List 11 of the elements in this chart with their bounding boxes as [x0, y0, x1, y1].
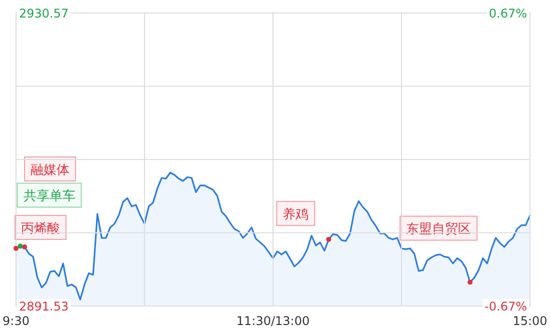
- y2-tick-label: 0.67%: [488, 6, 527, 20]
- annotation: 融媒体: [30, 162, 70, 178]
- x-tick-label: 15:00: [512, 314, 548, 328]
- annotation: 养鸡: [282, 206, 309, 222]
- x-tick-label: 11:30/13:00: [236, 314, 310, 328]
- x-tick-label: 9:30: [2, 314, 30, 328]
- annotation: 共享单车: [23, 188, 76, 204]
- y-tick-label: 2930.57: [19, 6, 69, 20]
- annotation: 东盟自贸区: [406, 222, 472, 238]
- y2-tick-label: -0.67%: [484, 300, 527, 314]
- y-tick-label: 2891.53: [19, 300, 69, 314]
